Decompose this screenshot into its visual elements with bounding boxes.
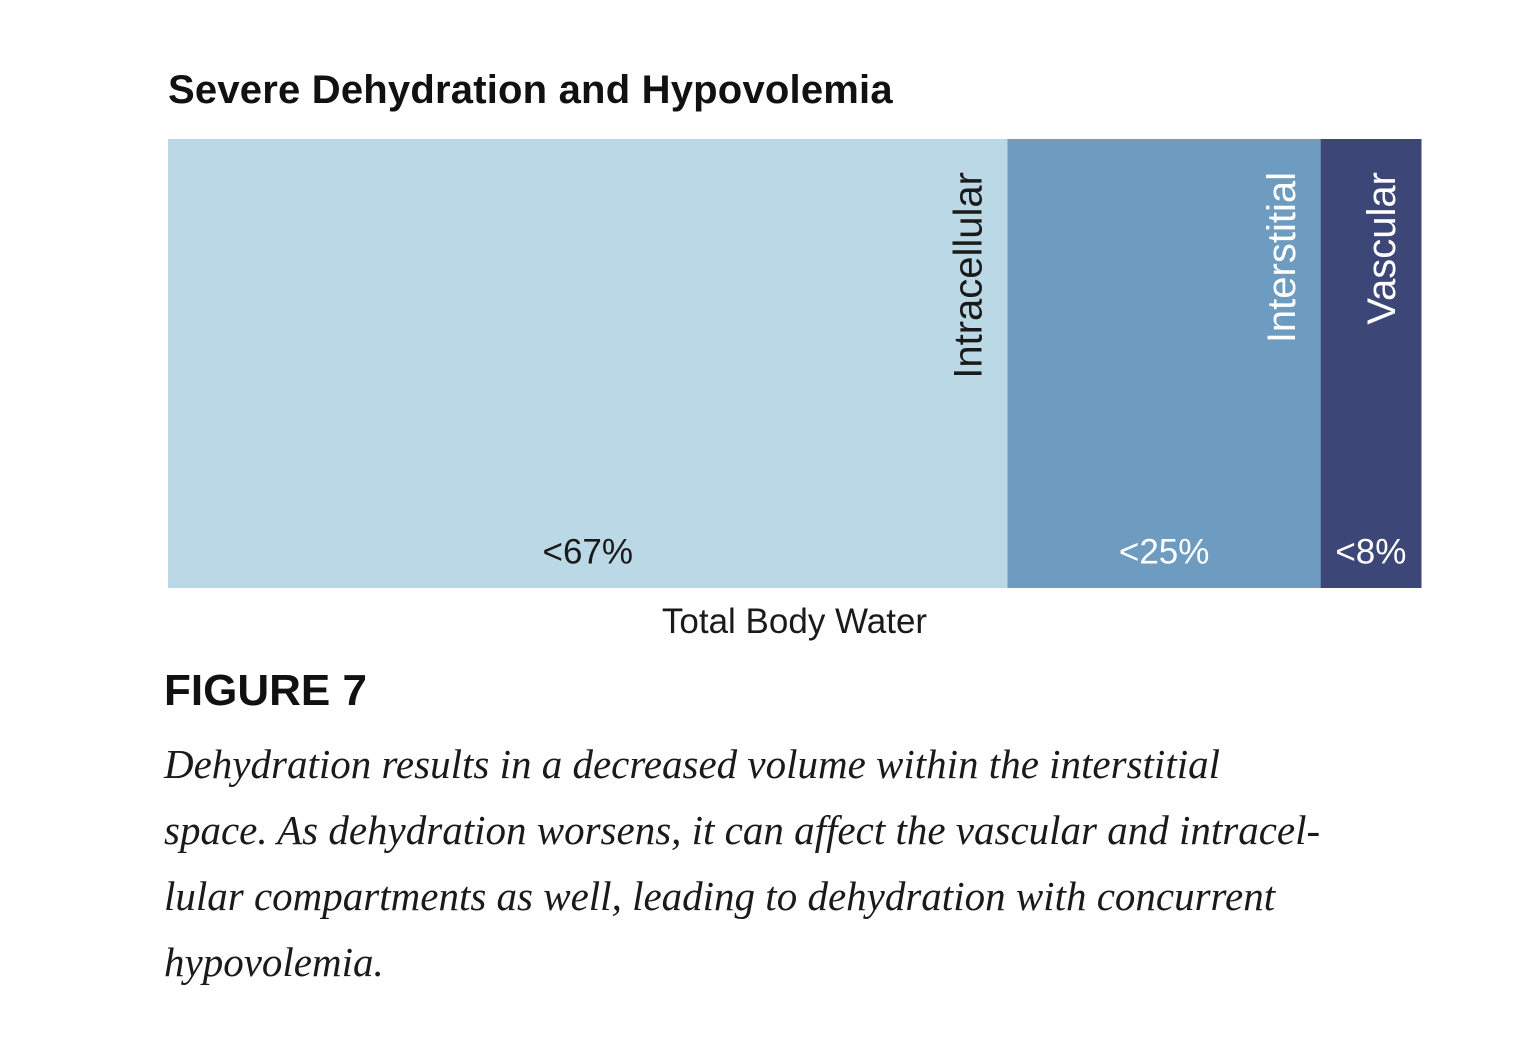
bar-segment-vascular — [1320, 139, 1422, 588]
category-label-intracellular: Intracellular — [947, 172, 991, 379]
bar-segment-intracellular — [168, 139, 1009, 588]
caption-line: Dehydration results in a decreased volum… — [164, 741, 1220, 787]
caption-line: lular compartments as well, leading to d… — [164, 873, 1276, 919]
caption-line: hypovolemia. — [164, 939, 384, 985]
value-label-interstitial: <25% — [1119, 533, 1210, 572]
category-label-interstitial: Interstitial — [1260, 172, 1304, 343]
figure-label: FIGURE 7 — [164, 666, 367, 715]
category-label-vascular: Vascular — [1360, 172, 1404, 325]
value-label-vascular: <8% — [1335, 533, 1406, 572]
bars-layer: Intracellular <67% Interstitial <25% Vascula… — [168, 139, 1422, 588]
caption-line: space. As dehydration worsens, it can af… — [164, 807, 1321, 853]
figure-caption: Dehydration results in a decreased volum… — [164, 731, 1434, 995]
chart-title: Severe Dehydration and Hypovolemia — [168, 68, 893, 112]
bar-segment-interstitial — [1007, 139, 1322, 588]
x-axis-label: Total Body Water — [661, 602, 928, 641]
value-label-intracellular: <67% — [543, 533, 634, 572]
